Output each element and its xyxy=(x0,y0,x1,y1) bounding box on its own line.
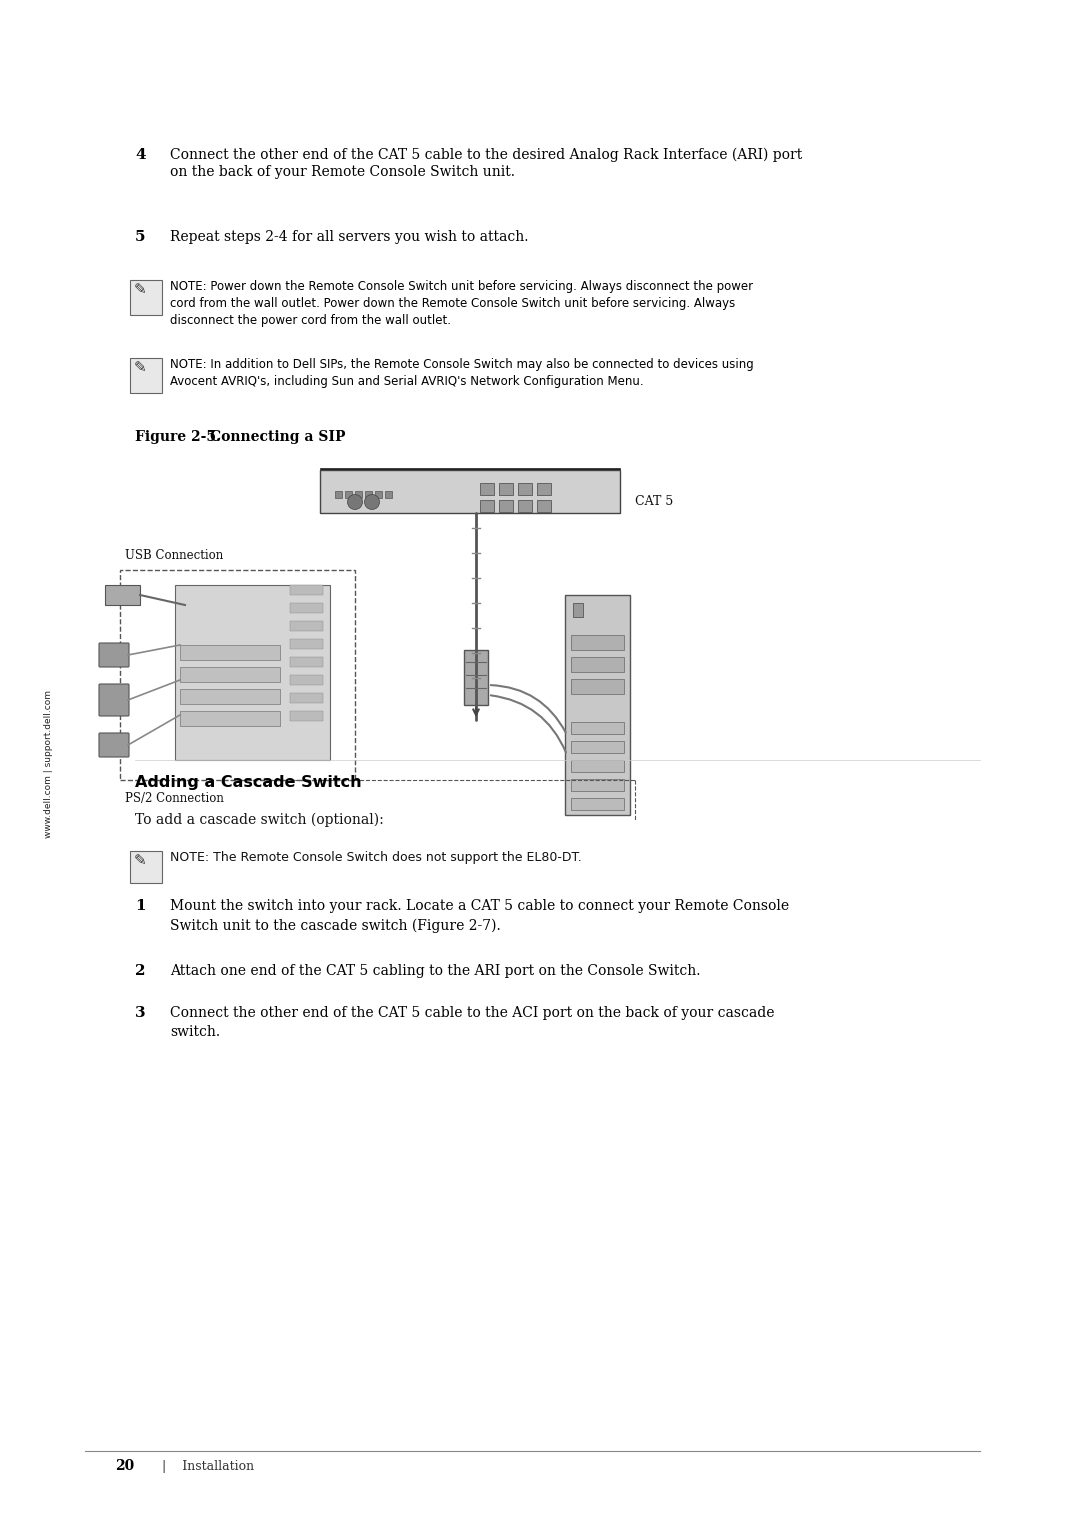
Text: NOTE: In addition to Dell SIPs, the Remote Console Switch may also be connected : NOTE: In addition to Dell SIPs, the Remo… xyxy=(170,358,754,388)
FancyBboxPatch shape xyxy=(499,483,513,495)
Text: ✎: ✎ xyxy=(134,283,147,296)
FancyBboxPatch shape xyxy=(320,468,620,481)
FancyBboxPatch shape xyxy=(384,490,392,498)
Text: Connect the other end of the CAT 5 cable to the desired Analog Rack Interface (A: Connect the other end of the CAT 5 cable… xyxy=(170,148,802,179)
FancyBboxPatch shape xyxy=(518,483,532,495)
Text: NOTE: Power down the Remote Console Switch unit before servicing. Always disconn: NOTE: Power down the Remote Console Swit… xyxy=(170,280,753,327)
FancyBboxPatch shape xyxy=(573,604,583,617)
Text: NOTE: The Remote Console Switch does not support the EL80-DT.: NOTE: The Remote Console Switch does not… xyxy=(170,851,582,863)
FancyBboxPatch shape xyxy=(571,798,624,810)
Text: ✎: ✎ xyxy=(134,853,147,868)
FancyBboxPatch shape xyxy=(320,471,620,513)
FancyBboxPatch shape xyxy=(291,604,323,613)
Text: |    Installation: | Installation xyxy=(150,1459,254,1473)
FancyBboxPatch shape xyxy=(464,649,488,704)
FancyBboxPatch shape xyxy=(480,500,494,512)
FancyBboxPatch shape xyxy=(571,636,624,649)
FancyBboxPatch shape xyxy=(105,585,140,605)
Text: 1: 1 xyxy=(135,898,146,914)
Circle shape xyxy=(365,495,379,509)
Text: To add a cascade switch (optional):: To add a cascade switch (optional): xyxy=(135,813,383,827)
FancyBboxPatch shape xyxy=(375,490,382,498)
Text: Connecting a SIP: Connecting a SIP xyxy=(210,429,346,445)
Text: Adding a Cascade Switch: Adding a Cascade Switch xyxy=(135,775,362,790)
FancyBboxPatch shape xyxy=(291,675,323,685)
FancyBboxPatch shape xyxy=(291,694,323,703)
FancyBboxPatch shape xyxy=(99,643,129,668)
Text: www.dell.com | support.dell.com: www.dell.com | support.dell.com xyxy=(44,691,53,837)
FancyBboxPatch shape xyxy=(335,490,342,498)
FancyBboxPatch shape xyxy=(291,657,323,668)
Text: Connect the other end of the CAT 5 cable to the ACI port on the back of your cas: Connect the other end of the CAT 5 cable… xyxy=(170,1005,774,1039)
FancyBboxPatch shape xyxy=(480,483,494,495)
FancyBboxPatch shape xyxy=(571,759,624,772)
FancyBboxPatch shape xyxy=(365,490,372,498)
FancyBboxPatch shape xyxy=(571,723,624,733)
FancyBboxPatch shape xyxy=(99,733,129,756)
FancyBboxPatch shape xyxy=(571,678,624,694)
FancyBboxPatch shape xyxy=(99,685,129,717)
FancyBboxPatch shape xyxy=(571,779,624,792)
FancyBboxPatch shape xyxy=(518,500,532,512)
Text: Repeat steps 2-4 for all servers you wish to attach.: Repeat steps 2-4 for all servers you wis… xyxy=(170,231,528,244)
Text: USB Connection: USB Connection xyxy=(125,549,224,562)
Text: Mount the switch into your rack. Locate a CAT 5 cable to connect your Remote Con: Mount the switch into your rack. Locate … xyxy=(170,898,789,934)
FancyBboxPatch shape xyxy=(571,657,624,672)
FancyBboxPatch shape xyxy=(130,851,162,883)
FancyBboxPatch shape xyxy=(565,594,630,814)
FancyBboxPatch shape xyxy=(345,490,352,498)
FancyBboxPatch shape xyxy=(130,358,162,393)
FancyBboxPatch shape xyxy=(355,490,362,498)
FancyBboxPatch shape xyxy=(291,620,323,631)
FancyBboxPatch shape xyxy=(180,668,280,681)
Circle shape xyxy=(348,495,363,509)
Text: Figure 2-5.: Figure 2-5. xyxy=(135,429,221,445)
Text: 3: 3 xyxy=(135,1005,146,1021)
FancyBboxPatch shape xyxy=(180,689,280,704)
FancyBboxPatch shape xyxy=(499,500,513,512)
FancyBboxPatch shape xyxy=(130,280,162,315)
FancyBboxPatch shape xyxy=(571,741,624,753)
FancyBboxPatch shape xyxy=(537,500,551,512)
Text: 4: 4 xyxy=(135,148,146,162)
Text: 2: 2 xyxy=(135,964,146,978)
FancyBboxPatch shape xyxy=(291,711,323,721)
Text: Attach one end of the CAT 5 cabling to the ARI port on the Console Switch.: Attach one end of the CAT 5 cabling to t… xyxy=(170,964,701,978)
FancyBboxPatch shape xyxy=(537,483,551,495)
FancyBboxPatch shape xyxy=(291,639,323,649)
FancyBboxPatch shape xyxy=(180,711,280,726)
FancyBboxPatch shape xyxy=(291,585,323,594)
Text: 5: 5 xyxy=(135,231,146,244)
Text: ✎: ✎ xyxy=(134,361,147,374)
FancyBboxPatch shape xyxy=(180,645,280,660)
FancyBboxPatch shape xyxy=(175,585,330,759)
Text: CAT 5: CAT 5 xyxy=(635,495,673,507)
Text: 20: 20 xyxy=(114,1459,134,1473)
Text: PS/2 Connection: PS/2 Connection xyxy=(125,792,224,805)
